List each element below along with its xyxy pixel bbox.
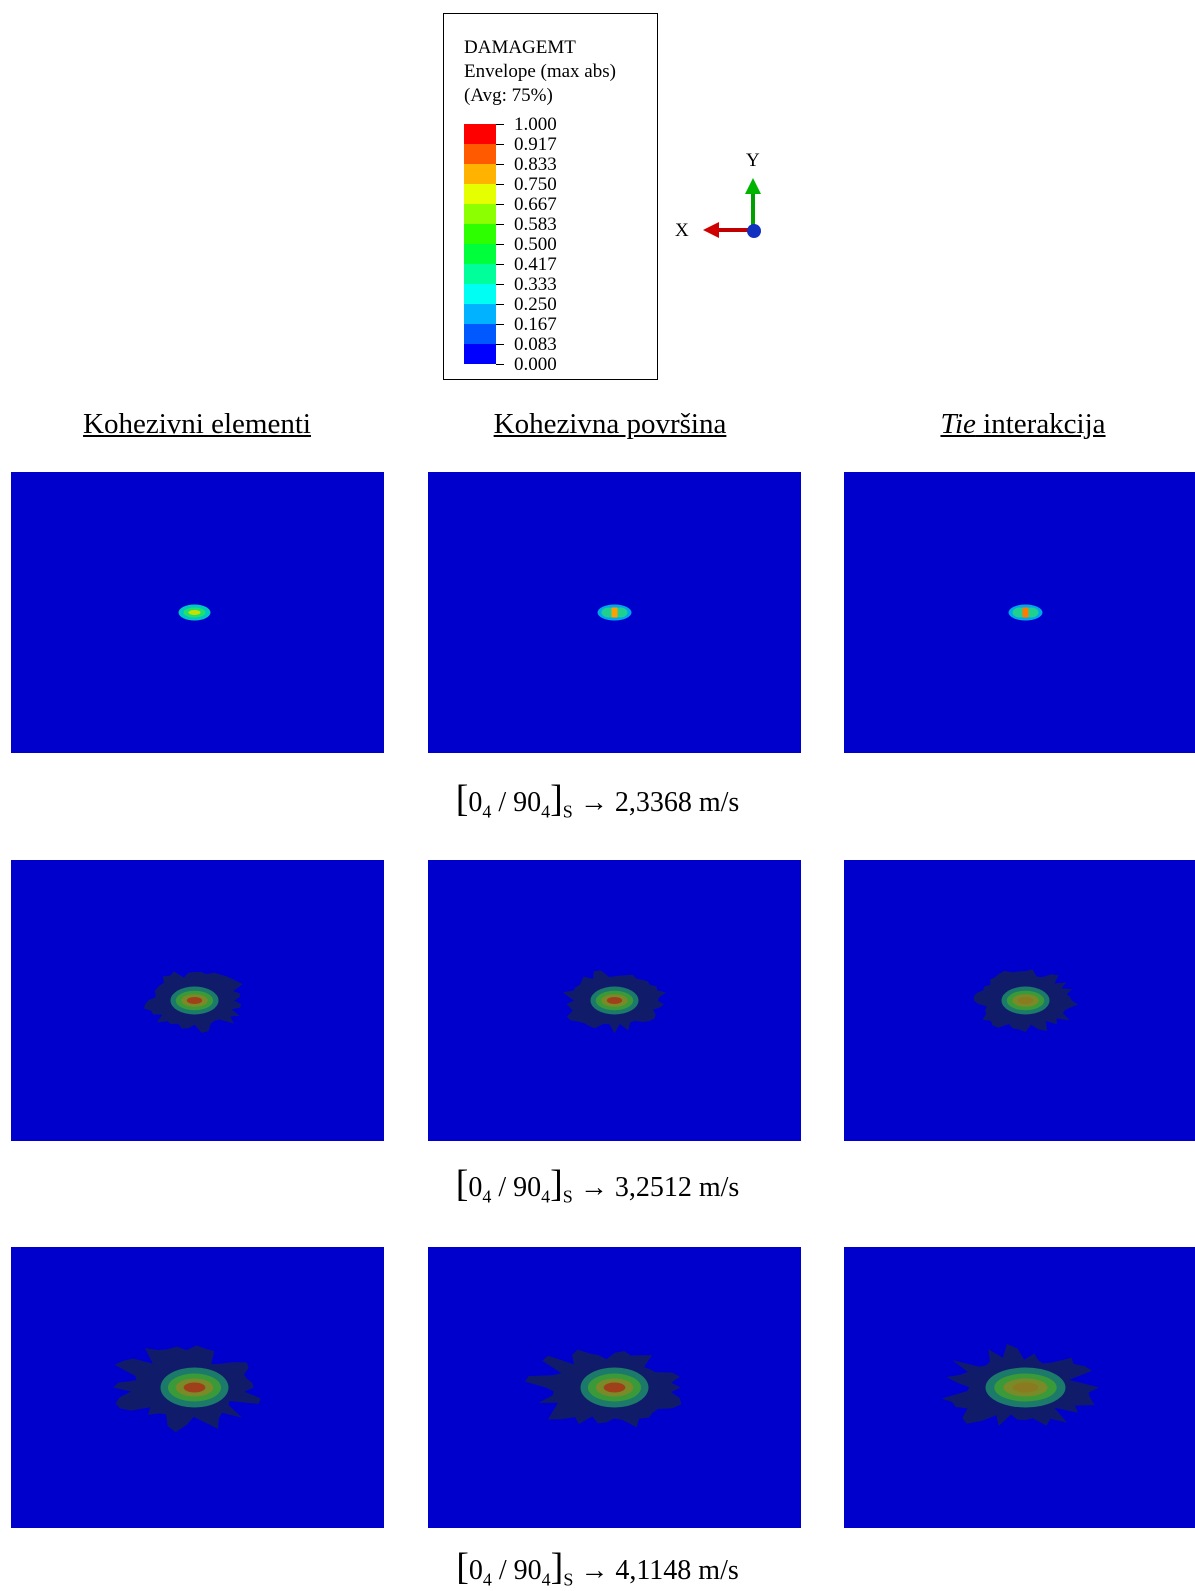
legend-tick: [496, 244, 504, 245]
legend-tick-label: 0.500: [514, 234, 557, 255]
velocity-value: 4,1148 m/s: [615, 1555, 739, 1586]
legend-tick-label: 0.833: [514, 154, 557, 175]
row-caption-1: [04 / 904]S → 2,3368 m/s: [455, 778, 740, 822]
damage-panel-cohesive-surface-row1: [428, 472, 801, 753]
legend-color-segment: [464, 224, 496, 244]
legend-tick: [496, 224, 504, 225]
legend-avg: (Avg: 75%): [464, 85, 553, 106]
legend-color-segment: [464, 124, 496, 144]
legend-tick: [496, 204, 504, 205]
legend-tick: [496, 264, 504, 265]
column-header-tie-interaction: Tie interakcija: [940, 408, 1106, 440]
legend-tick: [496, 164, 504, 165]
legend-tick: [496, 304, 504, 305]
legend-tick-label: 0.083: [514, 334, 557, 355]
legend-tick: [496, 144, 504, 145]
legend-tick: [496, 184, 504, 185]
axis-triad: Y X: [675, 150, 785, 250]
legend-tick: [496, 344, 504, 345]
row-caption-3: [04 / 904]S → 4,1148 m/s: [456, 1546, 739, 1590]
legend-color-segment: [464, 144, 496, 164]
legend-color-segment: [464, 264, 496, 284]
damage-panel-cohesive-surface-row2: [428, 860, 801, 1141]
legend-color-segment: [464, 344, 496, 364]
legend-tick-label: 0.167: [514, 314, 557, 335]
legend-color-segment: [464, 164, 496, 184]
legend-tick-label: 0.750: [514, 174, 557, 195]
legend-color-segment: [464, 304, 496, 324]
legend-color-segment: [464, 324, 496, 344]
x-axis-label: X: [675, 220, 689, 241]
legend-tick: [496, 364, 504, 365]
legend-color-segment: [464, 244, 496, 264]
damage-panel-tie-interaction-row1: [844, 472, 1195, 753]
legend-subtitle: Envelope (max abs): [464, 61, 616, 82]
legend-tick-label: 0.667: [514, 194, 557, 215]
legend-tick-label: 0.917: [514, 134, 557, 155]
legend-tick-label: 0.250: [514, 294, 557, 315]
y-axis-label: Y: [746, 150, 760, 171]
damage-panel-tie-interaction-row3: [844, 1247, 1195, 1528]
damage-panel-tie-interaction-row2: [844, 860, 1195, 1141]
legend-title: DAMAGEMT: [464, 37, 576, 58]
legend-tick-label: 1.000: [514, 114, 557, 135]
velocity-value: 2,3368 m/s: [614, 787, 740, 818]
legend-tick: [496, 124, 504, 125]
legend-tick: [496, 324, 504, 325]
damage-panel-cohesive-surface-row3: [428, 1247, 801, 1528]
legend-color-segment: [464, 284, 496, 304]
legend-tick-label: 0.417: [514, 254, 557, 275]
legend-tick-label: 0.583: [514, 214, 557, 235]
legend-color-bar: [464, 124, 496, 364]
damage-panel-cohesive-elements-row2: [11, 860, 384, 1141]
column-header-cohesive-elements: Kohezivni elementi: [83, 408, 311, 440]
legend-tick-label: 0.333: [514, 274, 557, 295]
legend-color-segment: [464, 204, 496, 224]
legend-color-segment: [464, 184, 496, 204]
legend-tick-label: 0.000: [514, 354, 557, 375]
damage-panel-cohesive-elements-row1: [11, 472, 384, 753]
velocity-value: 3,2512 m/s: [614, 1172, 740, 1203]
damage-panel-cohesive-elements-row3: [11, 1247, 384, 1528]
legend-tick: [496, 284, 504, 285]
row-caption-2: [04 / 904]S → 3,2512 m/s: [455, 1163, 740, 1207]
column-header-cohesive-surface: Kohezivna površina: [493, 408, 727, 440]
damage-legend: DAMAGEMT Envelope (max abs) (Avg: 75%) 1…: [443, 13, 658, 380]
